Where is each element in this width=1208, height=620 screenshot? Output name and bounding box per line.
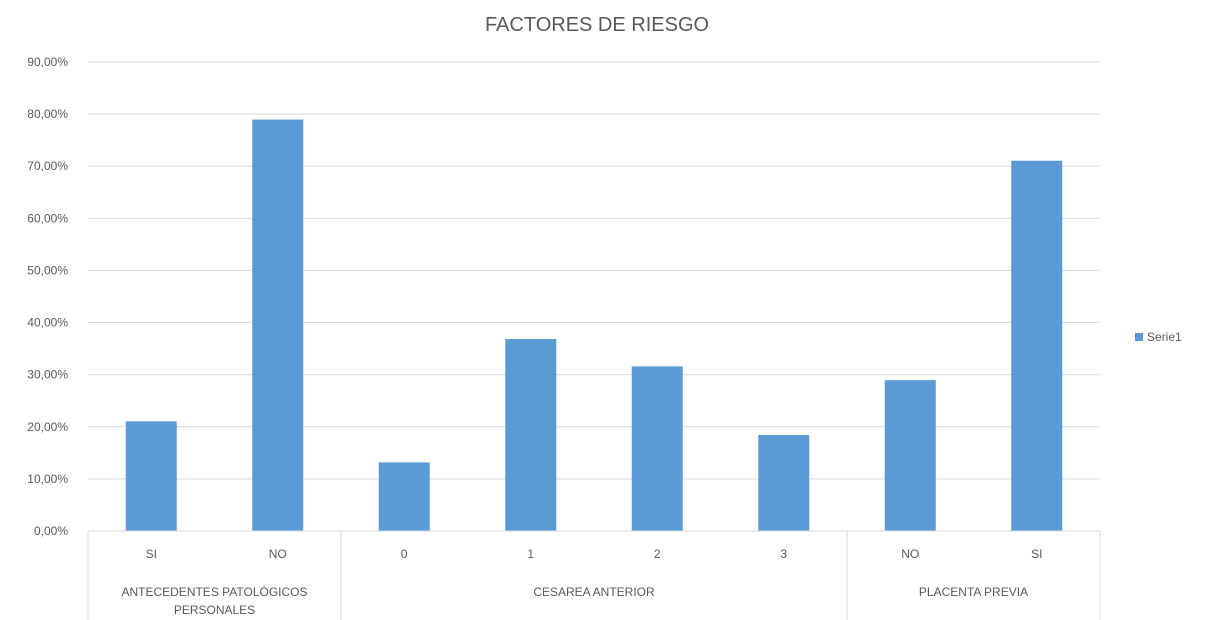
x-tick-label: 3 — [780, 547, 787, 561]
x-tick-label: SI — [146, 547, 157, 561]
bar — [758, 435, 810, 531]
bar — [1011, 160, 1063, 531]
bar — [252, 119, 304, 532]
bar — [125, 421, 177, 531]
x-tick-label: 0 — [401, 547, 408, 561]
y-tick-label: 90,00% — [27, 55, 68, 69]
y-tick-label: 10,00% — [27, 472, 68, 486]
bars — [125, 119, 1063, 532]
x-tick-label: NO — [901, 547, 919, 561]
bar — [505, 339, 557, 531]
y-tick-label: 40,00% — [27, 316, 68, 330]
bar — [631, 366, 683, 531]
y-tick-label: 80,00% — [27, 107, 68, 121]
bar — [378, 462, 430, 531]
y-tick-label: 70,00% — [27, 159, 68, 173]
gridlines — [88, 61, 1100, 480]
legend-label: Serie1 — [1147, 330, 1182, 344]
x-group-label: PLACENTA PREVIA — [919, 585, 1028, 599]
y-axis-ticks: 0,00% 10,00% 20,00% 30,00% 40,00% 50,00% 60,00… — [27, 55, 68, 538]
x-group-label: CESAREA ANTERIOR — [533, 585, 655, 599]
y-tick-label: 50,00% — [27, 263, 68, 277]
y-tick-label: 30,00% — [27, 368, 68, 382]
chart-title: FACTORES DE RIESGO — [485, 14, 709, 36]
legend-swatch — [1135, 333, 1143, 341]
x-tick-label: 2 — [654, 547, 661, 561]
x-tick-label: SI — [1031, 547, 1042, 561]
x-tick-label: 1 — [527, 547, 534, 561]
bar — [884, 380, 936, 531]
x-tick-label: NO — [269, 547, 287, 561]
y-tick-label: 60,00% — [27, 211, 68, 225]
y-tick-label: 20,00% — [27, 420, 68, 434]
y-tick-label: 0,00% — [34, 524, 68, 538]
x-axis: SI NO 0 1 2 3 NO SI ANTECEDENTES PATOLÓGICOS PERS… — [87, 530, 1101, 620]
legend: Serie1 — [1135, 330, 1182, 344]
x-group-label: ANTECEDENTES PATOLÓGICOS PERSONALES — [121, 584, 307, 617]
